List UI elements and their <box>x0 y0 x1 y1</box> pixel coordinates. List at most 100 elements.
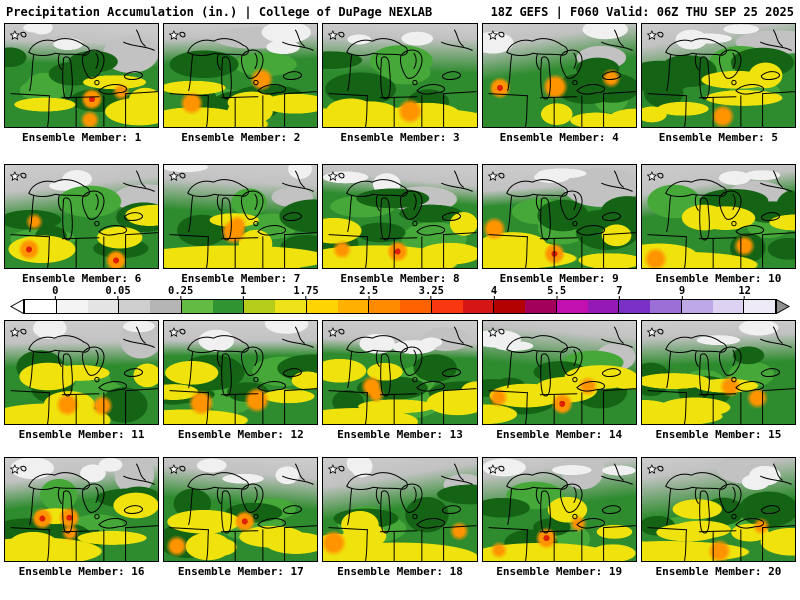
colorbar-segment <box>680 300 713 313</box>
colorbar-tick: 7 <box>616 285 623 297</box>
ensemble-panel: Ensemble Member: 4 <box>481 23 637 144</box>
member-label: Ensemble Member: 3 <box>340 131 460 144</box>
colorbar-segment <box>55 300 88 313</box>
member-label: Ensemble Member: 10 <box>655 272 782 285</box>
great-lakes-outline-map <box>168 463 318 561</box>
member-label: Ensemble Member: 15 <box>655 428 782 441</box>
city-star-marker <box>328 464 339 474</box>
colorbar-tick: 0.05 <box>105 285 131 297</box>
city-star-marker <box>646 464 657 474</box>
page-title: Precipitation Accumulation (in.) | Colle… <box>6 5 433 19</box>
city-star-marker <box>487 171 498 181</box>
ensemble-panel: Ensemble Member: 13 <box>322 320 478 441</box>
ensemble-row-1: Ensemble Member: 1 Ensemble Member: 2 Ense… <box>0 23 800 144</box>
colorbar-tick: 3.25 <box>418 285 444 297</box>
member-precip-map <box>322 320 478 425</box>
colorbar-segments <box>24 299 776 314</box>
model-run-valid-time: 18Z GEFS | F060 Valid: 06Z THU SEP 25 20… <box>490 5 794 19</box>
colorbar-bar <box>10 299 790 314</box>
ensemble-panel: Ensemble Member: 16 <box>4 457 160 578</box>
ensemble-panel: Ensemble Member: 9 <box>481 164 637 285</box>
member-precip-map <box>322 23 478 128</box>
colorbar-tick-labels: 0 0.05 0.25 1 1.75 2.5 3.25 4 5.5 7 9 12 <box>24 285 776 299</box>
city-star-marker <box>328 171 339 181</box>
member-precip-map <box>4 23 160 128</box>
member-label: Ensemble Member: 14 <box>496 428 623 441</box>
ensemble-panel: Ensemble Member: 14 <box>481 320 637 441</box>
city-star-marker <box>328 30 339 40</box>
great-lakes-outline-map <box>487 170 636 268</box>
great-lakes-outline-map <box>168 29 318 127</box>
member-precip-map <box>163 320 319 425</box>
city-star-marker <box>168 327 180 337</box>
colorbar-segment <box>618 300 650 313</box>
member-precip-map <box>640 164 797 269</box>
great-lakes-outline-map <box>328 463 477 561</box>
great-lakes-outline-map <box>646 326 796 424</box>
ensemble-panel: Ensemble Member: 8 <box>322 164 478 285</box>
ensemble-row-3: Ensemble Member: 11 Ensemble Member: 12 En… <box>0 320 800 441</box>
city-star-marker <box>9 30 21 40</box>
member-label: Ensemble Member: 18 <box>337 565 463 578</box>
city-star-marker <box>646 327 657 337</box>
colorbar-segment <box>430 300 463 313</box>
colorbar-segment <box>368 300 400 313</box>
ensemble-row-2: Ensemble Member: 6 Ensemble Member: 7 Ense… <box>0 164 800 285</box>
ensemble-panel: Ensemble Member: 12 <box>163 320 319 441</box>
city-star-marker <box>487 464 498 474</box>
member-label: Ensemble Member: 5 <box>658 131 779 144</box>
colorbar-segment <box>243 300 275 313</box>
colorbar-segment <box>462 300 494 313</box>
great-lakes-outline-map <box>9 326 159 424</box>
member-precip-map <box>481 320 637 425</box>
great-lakes-outline-map <box>328 326 477 424</box>
ensemble-panel: Ensemble Member: 18 <box>322 457 478 578</box>
member-label: Ensemble Member: 19 <box>496 565 623 578</box>
city-star-marker <box>168 464 180 474</box>
member-precip-map <box>481 23 637 128</box>
colorbar-segment <box>25 300 56 313</box>
colorbar-segment <box>493 300 525 313</box>
colorbar-left-arrow-icon <box>10 299 24 314</box>
member-label: Ensemble Member: 8 <box>340 272 460 285</box>
colorbar-segment <box>180 300 213 313</box>
great-lakes-outline-map <box>328 170 477 268</box>
member-precip-map <box>640 23 797 128</box>
colorbar-tick: 1 <box>240 285 247 297</box>
colorbar: 0 0.05 0.25 1 1.75 2.5 3.25 4 5.5 7 9 12 <box>10 285 790 314</box>
ensemble-panel: Ensemble Member: 5 <box>640 23 797 144</box>
ensemble-panel: Ensemble Member: 15 <box>640 320 797 441</box>
colorbar-segment <box>118 300 150 313</box>
city-star-marker <box>487 30 498 40</box>
member-label: Ensemble Member: 4 <box>499 131 619 144</box>
city-star-marker <box>328 327 339 337</box>
member-precip-map <box>4 320 160 425</box>
colorbar-tick: 12 <box>738 285 751 297</box>
great-lakes-outline-map <box>9 29 159 127</box>
great-lakes-outline-map <box>487 326 636 424</box>
colorbar-segment <box>87 300 119 313</box>
ensemble-panel: Ensemble Member: 1 <box>4 23 160 144</box>
member-precip-map <box>322 457 478 562</box>
city-star-marker <box>9 327 21 337</box>
colorbar-segment <box>150 300 181 313</box>
member-label: Ensemble Member: 17 <box>177 565 304 578</box>
colorbar-segment <box>587 300 619 313</box>
ensemble-row-4: Ensemble Member: 16 Ensemble Member: 17 En… <box>0 457 800 578</box>
colorbar-tick: 1.75 <box>293 285 319 297</box>
great-lakes-outline-map <box>9 463 159 561</box>
member-precip-map <box>4 164 160 269</box>
colorbar-tick: 0.25 <box>168 285 194 297</box>
member-label: Ensemble Member: 12 <box>177 428 304 441</box>
colorbar-segment <box>305 300 338 313</box>
city-star-marker <box>9 464 21 474</box>
great-lakes-outline-map <box>646 29 796 127</box>
great-lakes-outline-map <box>487 463 636 561</box>
colorbar-tick: 2.5 <box>359 285 379 297</box>
colorbar-segment <box>650 300 681 313</box>
colorbar-segment <box>275 300 306 313</box>
member-precip-map <box>481 457 637 562</box>
ensemble-panel: Ensemble Member: 17 <box>163 457 319 578</box>
member-label: Ensemble Member: 2 <box>181 131 301 144</box>
member-label: Ensemble Member: 6 <box>21 272 142 285</box>
